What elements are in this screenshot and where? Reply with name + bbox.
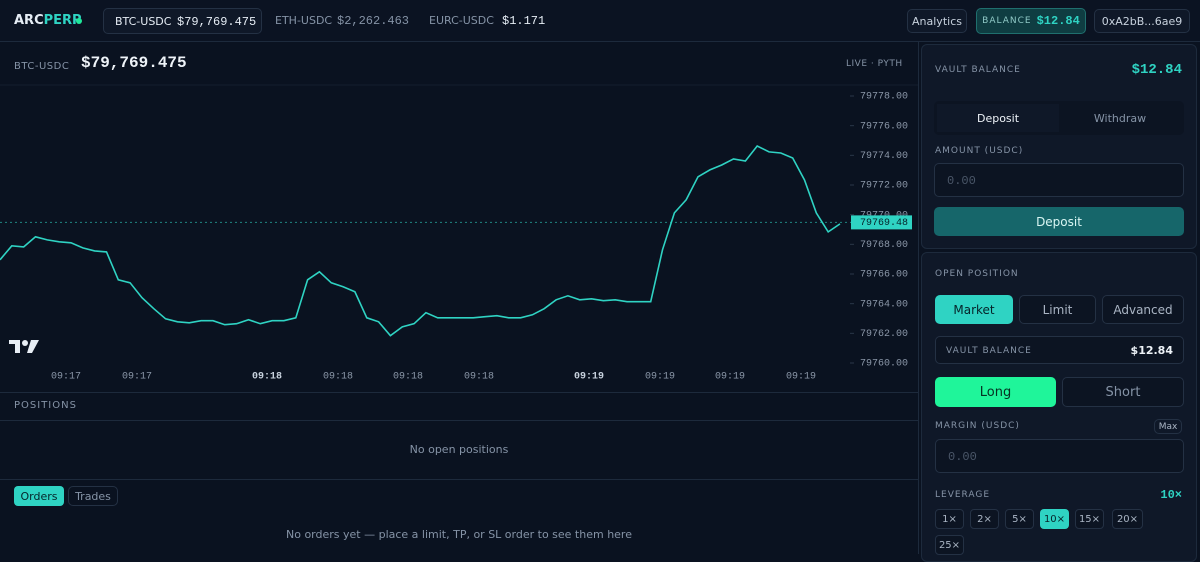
- orders-tab[interactable]: Orders: [14, 486, 64, 506]
- leverage-value: 10×: [1160, 488, 1182, 502]
- market-tab[interactable]: BTC-USDC $79,769.475: [103, 8, 262, 34]
- amount-input[interactable]: 0.00: [934, 163, 1184, 197]
- deposit-tab[interactable]: Deposit: [937, 104, 1059, 132]
- leverage-label: LEVERAGE: [935, 490, 991, 500]
- market-symbol[interactable]: ETH-USDC: [275, 14, 333, 27]
- market-price: $1.171: [502, 14, 546, 28]
- x-tick-label: 09:18: [323, 372, 353, 383]
- x-tick-label: 09:17: [51, 372, 81, 383]
- market-type[interactable]: Market: [935, 295, 1013, 324]
- margin-label: MARGIN (USDC): [935, 421, 1020, 431]
- vault-balance-label: VAULT BALANCE: [946, 346, 1032, 356]
- y-tick-label: 79768.00: [860, 240, 908, 251]
- leverage-chip[interactable]: 10×: [1040, 509, 1069, 529]
- open-position-card: OPEN POSITION Market Limit Advanced VAUL…: [921, 252, 1197, 562]
- chart-source: LIVE · PYTH: [846, 59, 903, 69]
- market-price: $79,769.475: [177, 15, 257, 29]
- analytics-button[interactable]: Analytics: [907, 9, 967, 33]
- market-symbol: BTC-USDC: [115, 15, 172, 28]
- y-tick-label: 79762.00: [860, 329, 908, 340]
- divider: [918, 42, 919, 554]
- y-tick-label: 79774.00: [860, 151, 908, 162]
- logo-prefix: ARC: [14, 13, 44, 28]
- x-tick-label: 09:19: [645, 372, 675, 383]
- withdraw-tab[interactable]: Withdraw: [1093, 111, 1147, 125]
- chart-symbol: BTC-USDC: [14, 61, 70, 72]
- leverage-chip[interactable]: 5×: [1005, 509, 1034, 529]
- leverage-chip[interactable]: 2×: [970, 509, 999, 529]
- top-bar: ARCPERP BTC-USDC $79,769.475 ETH-USDC $2…: [0, 0, 1200, 42]
- leverage-chip[interactable]: 20×: [1112, 509, 1143, 529]
- x-tick-label: 09:19: [574, 372, 604, 383]
- leverage-chip[interactable]: 25×: [935, 535, 964, 555]
- vault-title: VAULT BALANCE: [935, 65, 1021, 75]
- balance-value: $12.84: [1036, 14, 1080, 28]
- logo-suffix: PERP: [43, 13, 82, 28]
- market-symbol[interactable]: EURC-USDC: [429, 14, 494, 27]
- advanced-type[interactable]: Advanced: [1102, 295, 1184, 324]
- vault-value: $12.84: [1131, 62, 1182, 78]
- deposit-button[interactable]: Deposit: [934, 207, 1184, 236]
- x-tick-label: 09:18: [393, 372, 423, 383]
- divider: [0, 392, 918, 393]
- balance-label: BALANCE: [982, 16, 1032, 26]
- x-tick-label: 09:19: [715, 372, 745, 383]
- vault-balance-value: $12.84: [1130, 344, 1173, 357]
- balance-badge[interactable]: BALANCE $12.84: [976, 8, 1086, 34]
- wallet-button[interactable]: 0xA2bB...6ae9: [1094, 9, 1190, 33]
- vault-card: VAULT BALANCE $12.84 Deposit Withdraw AM…: [921, 44, 1197, 249]
- amount-label: AMOUNT (USDC): [935, 146, 1024, 156]
- x-tick-label: 09:18: [252, 372, 282, 383]
- vault-tabs: Deposit Withdraw: [934, 101, 1184, 135]
- long-button[interactable]: Long: [935, 377, 1056, 407]
- y-tick-label: 79772.00: [860, 181, 908, 192]
- price-chart: 79760.00 79762.00 79764.00 79766.00 79768.00…: [0, 84, 918, 383]
- trades-tab[interactable]: Trades: [68, 486, 118, 506]
- price-line: [0, 144, 841, 337]
- divider: [0, 420, 918, 421]
- margin-placeholder: 0.00: [948, 450, 977, 464]
- current-price-tag: [851, 215, 912, 230]
- open-position-title: OPEN POSITION: [935, 269, 1019, 279]
- x-tick-label: 09:19: [786, 372, 816, 383]
- y-tick-label: 79778.00: [860, 92, 908, 103]
- empty-positions: No open positions: [409, 443, 509, 456]
- positions-title: POSITIONS: [14, 400, 77, 411]
- market-price: $2,262.463: [337, 14, 410, 28]
- divider: [0, 479, 918, 480]
- short-button[interactable]: Short: [1062, 377, 1184, 407]
- margin-input[interactable]: 0.00: [935, 439, 1184, 473]
- limit-type[interactable]: Limit: [1019, 295, 1096, 324]
- x-tick-label: 09:18: [464, 372, 494, 383]
- leverage-chip[interactable]: 15×: [1075, 509, 1104, 529]
- status-dot: [76, 18, 82, 24]
- y-tick-label: 79776.00: [860, 121, 908, 132]
- logo[interactable]: ARCPERP: [14, 13, 82, 28]
- current-price-label: 79769.48: [860, 218, 908, 229]
- y-tick-label: 79760.00: [860, 359, 908, 370]
- amount-placeholder: 0.00: [947, 174, 976, 188]
- tradingview-logo: [9, 340, 39, 353]
- x-tick-label: 09:17: [122, 372, 152, 383]
- chart-price: $79,769.475: [81, 54, 187, 72]
- y-tick-label: 79764.00: [860, 299, 908, 310]
- y-tick-label: 79766.00: [860, 270, 908, 281]
- vault-balance-row: VAULT BALANCE $12.84: [935, 336, 1184, 364]
- empty-orders: No orders yet — place a limit, TP, or SL…: [285, 528, 632, 541]
- max-button[interactable]: Max: [1154, 419, 1182, 434]
- leverage-chip[interactable]: 1×: [935, 509, 964, 529]
